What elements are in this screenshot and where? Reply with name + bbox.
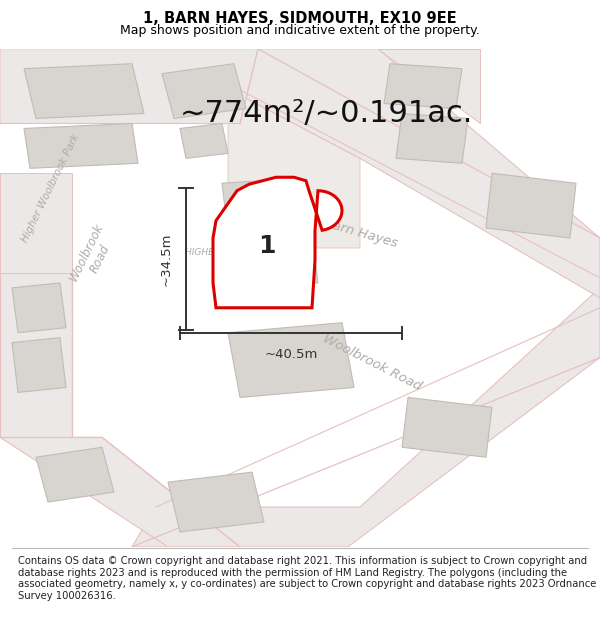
Text: 1: 1	[258, 234, 276, 258]
Polygon shape	[24, 64, 144, 119]
Polygon shape	[162, 64, 246, 119]
Polygon shape	[213, 177, 342, 308]
Text: 1, BARN HAYES, SIDMOUTH, EX10 9EE: 1, BARN HAYES, SIDMOUTH, EX10 9EE	[143, 11, 457, 26]
Polygon shape	[36, 448, 114, 502]
Text: Higher Woolbrook Park: Higher Woolbrook Park	[20, 132, 82, 244]
Polygon shape	[132, 288, 600, 547]
Polygon shape	[228, 89, 360, 248]
Text: ~774m²/~0.191ac.: ~774m²/~0.191ac.	[180, 99, 473, 128]
Polygon shape	[24, 124, 138, 168]
Text: Woolbrook
Road: Woolbrook Road	[67, 221, 119, 290]
Polygon shape	[0, 173, 72, 273]
Text: Map shows position and indicative extent of the property.: Map shows position and indicative extent…	[120, 24, 480, 36]
Polygon shape	[222, 233, 318, 288]
Text: ~40.5m: ~40.5m	[265, 348, 317, 361]
Text: Contains OS data © Crown copyright and database right 2021. This information is : Contains OS data © Crown copyright and d…	[18, 556, 596, 601]
Text: Barn Hayes: Barn Hayes	[322, 216, 398, 250]
Polygon shape	[378, 49, 480, 124]
Polygon shape	[228, 49, 600, 298]
Polygon shape	[486, 173, 576, 238]
Polygon shape	[180, 124, 228, 158]
Polygon shape	[0, 438, 240, 547]
Polygon shape	[12, 283, 66, 332]
Polygon shape	[0, 273, 72, 438]
Polygon shape	[228, 322, 354, 398]
Polygon shape	[222, 178, 306, 233]
Text: Woolbrook Road: Woolbrook Road	[320, 332, 424, 393]
Polygon shape	[0, 49, 258, 124]
Polygon shape	[396, 114, 468, 163]
Polygon shape	[168, 472, 264, 532]
Text: HIGHER WOOLBROOK: HIGHER WOOLBROOK	[185, 249, 283, 258]
Polygon shape	[384, 64, 462, 109]
Polygon shape	[402, 398, 492, 458]
Polygon shape	[12, 338, 66, 392]
Text: ~34.5m: ~34.5m	[160, 232, 173, 286]
